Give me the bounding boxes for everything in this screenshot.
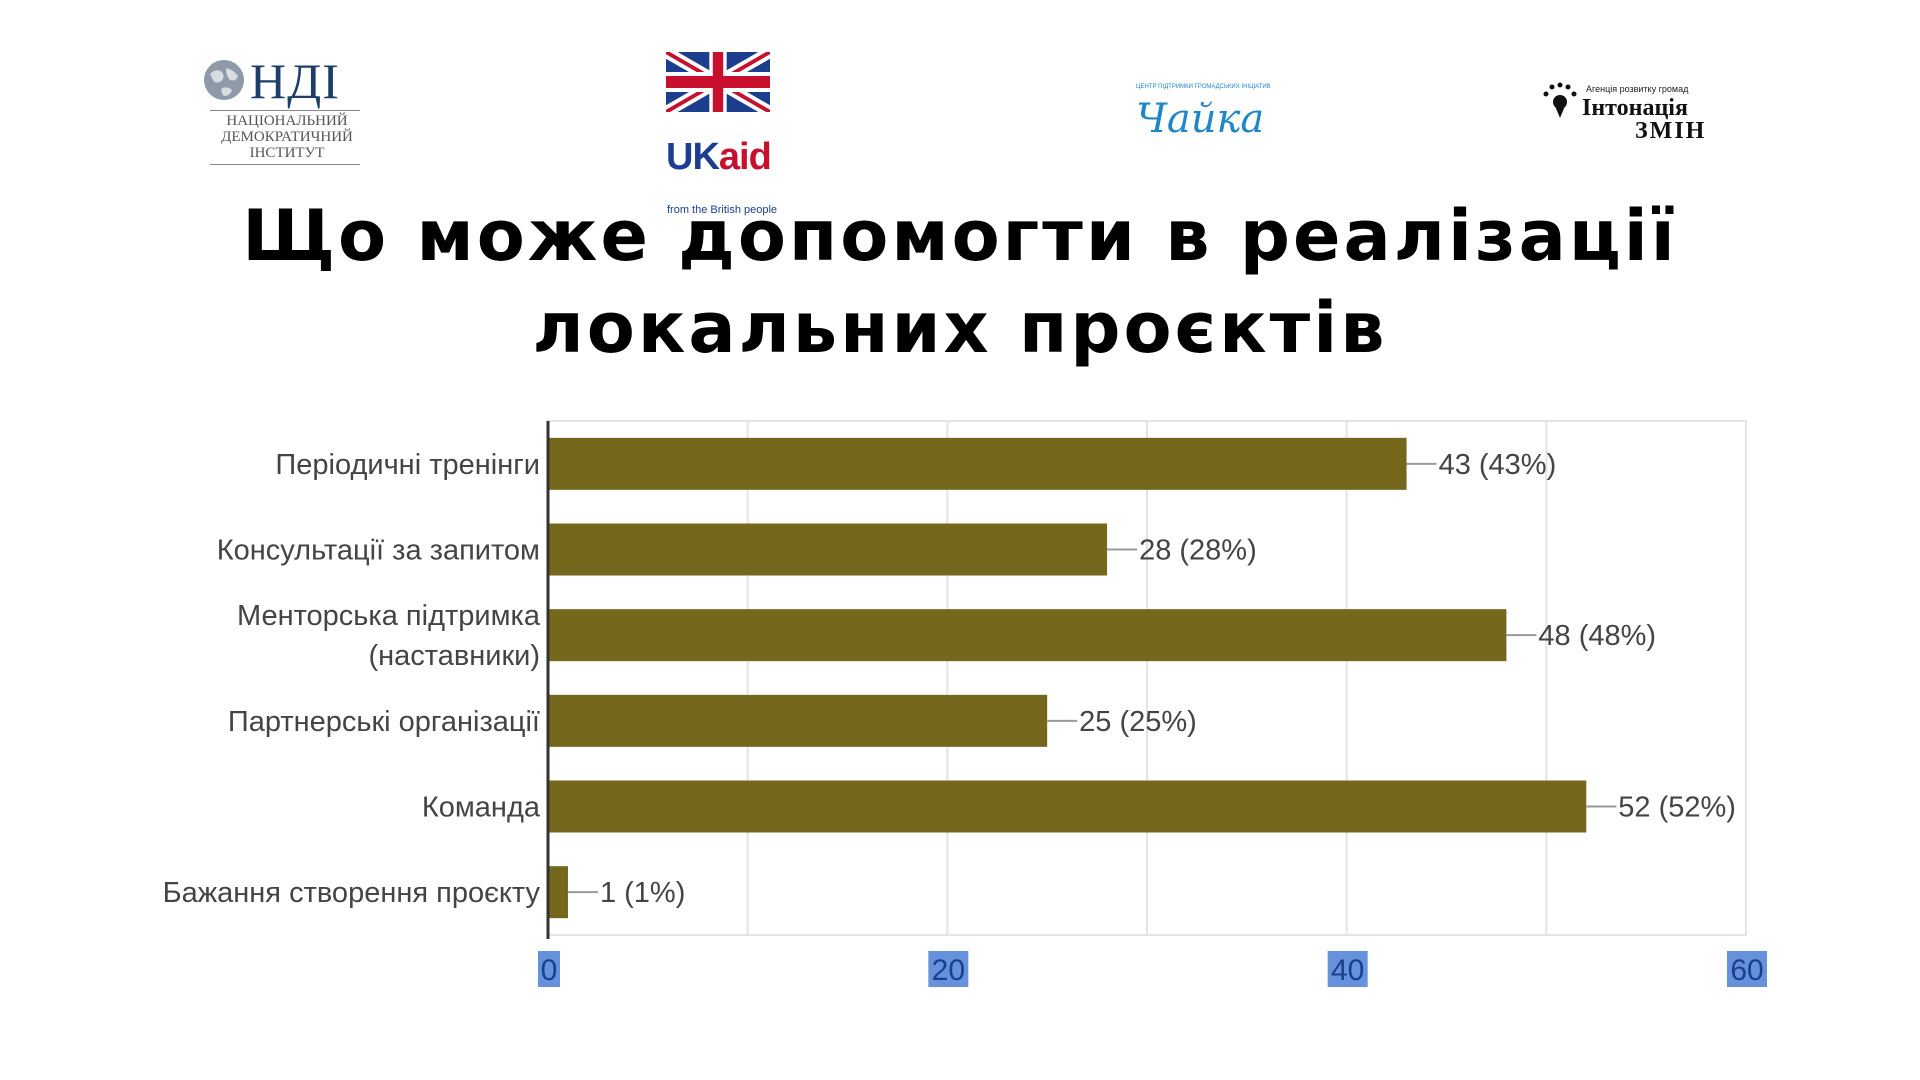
ndi-logo-rule-bottom (210, 164, 360, 165)
ndi-logo-line-1: НАЦІОНАЛЬНИЙ (226, 113, 348, 129)
category-label: Партнерські організації (228, 706, 540, 738)
ndi-logo-main: НДІ (250, 53, 340, 109)
ukaid-logo: UKaid from the British people (666, 52, 778, 216)
ndi-logo-line-2: ДЕМОКРАТИЧНИЙ (221, 129, 353, 145)
category-label: (наставники) (368, 640, 540, 672)
page-title-line-1: Що може допомогти в реалізації (242, 195, 1678, 277)
intonatsiya-logo: Агенція розвитку громад Інтонація ЗМІН (1540, 80, 1710, 150)
lightbulb-icon (1543, 82, 1577, 118)
category-label: Бажання створення проєкту (163, 877, 541, 909)
ndi-logo-line-3: ІНСТИТУТ (249, 145, 325, 161)
bar (548, 866, 568, 919)
x-tick-label: 60 (1730, 954, 1763, 987)
category-label: Періодичні тренінги (275, 449, 540, 481)
ukaid-wordmark: UKaid (666, 136, 772, 179)
intonatsiya-logo-name: Інтонація (1582, 95, 1688, 121)
bar (548, 694, 1048, 747)
x-tick-label: 20 (932, 954, 965, 987)
data-label: 1 (1%) (600, 877, 685, 909)
bar (548, 780, 1587, 833)
intonatsiya-logo-tag: Агенція розвитку громад (1586, 84, 1689, 94)
ukaid-tagline: from the British people (667, 204, 778, 216)
ukaid-uk: UK (666, 136, 720, 178)
category-label: Менторська підтримка (237, 600, 541, 632)
chaika-logo-script: Чайка (1136, 96, 1265, 142)
ukaid-aid: aid (718, 136, 772, 178)
tick-highlight (928, 951, 969, 987)
category-label: Консультації за запитом (217, 535, 540, 567)
bar (548, 609, 1507, 662)
bar (548, 437, 1407, 490)
data-label: 48 (48%) (1538, 620, 1656, 652)
chaika-logo-caption: ЦЕНТР ПІДТРИМКИ ГРОМАДСЬКИХ ІНІЦІАТИВ (1136, 84, 1271, 90)
ndi-logo-rule (210, 110, 360, 111)
x-tick-label: 0 (541, 954, 558, 987)
tick-highlight (1327, 951, 1368, 987)
union-jack-icon (666, 52, 770, 112)
data-label: 25 (25%) (1079, 706, 1197, 738)
globe-icon (204, 60, 244, 100)
intonatsiya-logo-name-2: ЗМІН (1635, 118, 1707, 144)
page-title-line-2: локальних проєктів (532, 287, 1388, 369)
data-label: 28 (28%) (1139, 535, 1257, 567)
bar (548, 523, 1108, 576)
page-title: Що може допомогти в реалізації локальних… (0, 190, 1920, 374)
data-label: 43 (43%) (1439, 449, 1557, 481)
x-tick-label: 40 (1331, 954, 1364, 987)
tick-highlight (538, 951, 560, 987)
tick-highlight (1727, 951, 1767, 987)
chaika-logo: ЦЕНТР ПІДТРИМКИ ГРОМАДСЬКИХ ІНІЦІАТИВ Ча… (1120, 78, 1271, 158)
data-label: 52 (52%) (1618, 792, 1736, 824)
ndi-logo: НДІ НАЦІОНАЛЬНИЙ ДЕМОКРАТИЧНИЙ ІНСТИТУТ (200, 52, 360, 170)
category-label: Команда (422, 792, 541, 824)
